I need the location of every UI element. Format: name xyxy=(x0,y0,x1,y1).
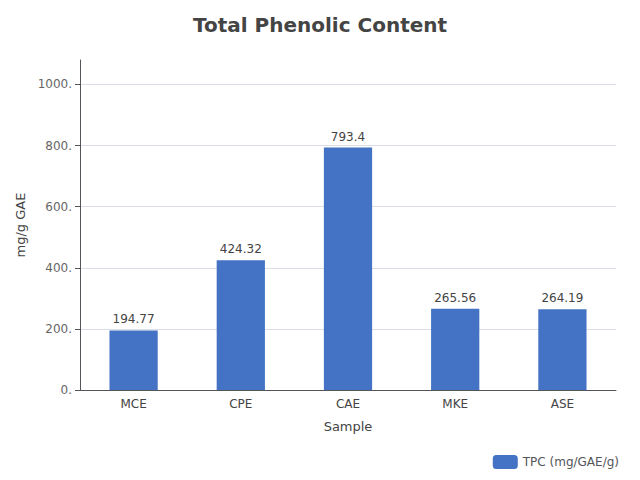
svg-text:400.: 400. xyxy=(45,261,72,275)
svg-text:Total Phenolic Content: Total Phenolic Content xyxy=(193,13,448,37)
svg-text:0.: 0. xyxy=(61,383,72,397)
svg-text:MCE: MCE xyxy=(120,397,146,411)
svg-text:800.: 800. xyxy=(45,139,72,153)
svg-text:TPC (mg/GAE/g): TPC (mg/GAE/g) xyxy=(522,455,619,469)
svg-text:600.: 600. xyxy=(45,200,72,214)
svg-text:200.: 200. xyxy=(45,322,72,336)
svg-text:CPE: CPE xyxy=(229,397,252,411)
svg-text:194.77: 194.77 xyxy=(113,312,155,326)
svg-text:793.4: 793.4 xyxy=(331,130,365,144)
svg-text:424.32: 424.32 xyxy=(220,242,262,256)
svg-text:265.56: 265.56 xyxy=(434,291,476,305)
svg-text:CAE: CAE xyxy=(336,397,360,411)
svg-text:Sample: Sample xyxy=(324,419,373,434)
svg-text:MKE: MKE xyxy=(442,397,468,411)
svg-text:ASE: ASE xyxy=(551,397,574,411)
svg-text:1000.: 1000. xyxy=(38,77,72,91)
svg-text:mg/g GAE: mg/g GAE xyxy=(13,193,28,258)
svg-text:264.19: 264.19 xyxy=(541,291,583,305)
